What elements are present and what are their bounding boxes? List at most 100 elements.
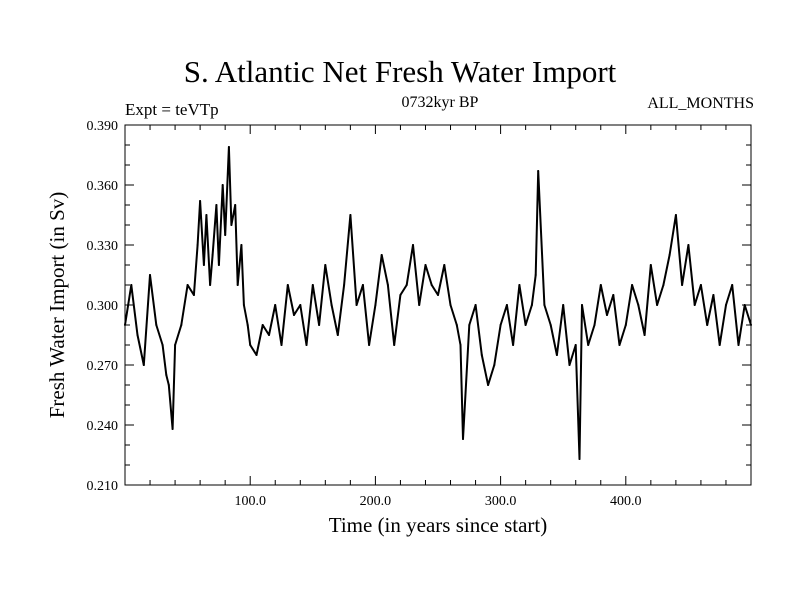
data-point <box>437 294 439 296</box>
data-point <box>386 284 389 286</box>
data-point <box>612 294 615 296</box>
data-point <box>662 284 665 286</box>
data-point <box>530 304 533 306</box>
data-point <box>280 344 283 346</box>
y-tick-label: 0.210 <box>87 479 119 494</box>
data-point <box>418 304 421 306</box>
data-point <box>624 324 627 326</box>
data-point <box>180 324 183 326</box>
data-point <box>737 344 740 346</box>
data-point <box>393 344 396 346</box>
y-tick-label: 0.270 <box>87 359 119 374</box>
data-point <box>681 284 684 286</box>
data-point <box>142 364 145 366</box>
data-point <box>643 334 646 336</box>
data-point <box>240 244 243 246</box>
data-point <box>209 284 212 286</box>
series-layer <box>124 146 752 460</box>
data-point <box>587 344 590 346</box>
data-point <box>649 264 652 266</box>
data-point <box>227 146 230 148</box>
data-point <box>355 304 358 306</box>
data-point <box>656 304 659 306</box>
data-point <box>167 384 170 386</box>
y-tick-label: 0.300 <box>87 299 119 314</box>
data-point <box>368 344 371 346</box>
data-point <box>149 274 151 276</box>
data-point <box>618 344 621 346</box>
data-point <box>130 284 133 286</box>
data-point <box>211 254 214 256</box>
plot-frame <box>124 124 752 486</box>
y-tick-label: 0.330 <box>87 239 119 254</box>
data-point <box>574 344 577 346</box>
y-axis-title: Fresh Water Import (in Sv) <box>45 192 69 419</box>
y-tick-label: 0.390 <box>87 119 119 134</box>
data-point <box>268 334 270 336</box>
y-tick-label: 0.240 <box>87 419 119 434</box>
data-point <box>455 324 458 326</box>
data-point <box>399 294 402 296</box>
data-point <box>731 284 734 286</box>
data-point <box>493 364 496 366</box>
data-point <box>374 304 377 306</box>
data-point <box>174 344 177 346</box>
chart-title: S. Atlantic Net Fresh Water Import <box>183 54 617 89</box>
x-tick-label: 300.0 <box>485 494 517 509</box>
months-label: ALL_MONTHS <box>647 95 754 112</box>
data-point <box>412 244 414 246</box>
data-point <box>380 254 383 256</box>
data-point <box>336 334 339 336</box>
data-point <box>215 204 218 206</box>
data-point <box>192 294 195 296</box>
data-point <box>543 304 546 306</box>
data-point <box>743 304 746 306</box>
data-point <box>361 284 364 286</box>
data-point <box>562 304 565 306</box>
data-point <box>299 304 302 306</box>
data-point <box>468 324 471 326</box>
data-point <box>224 234 227 236</box>
data-point <box>286 284 289 286</box>
data-point <box>202 264 205 266</box>
data-point <box>217 264 220 266</box>
data-point <box>725 304 727 306</box>
data-point <box>424 264 427 266</box>
data-point <box>693 304 696 306</box>
data-point <box>186 284 189 286</box>
data-point <box>205 214 208 216</box>
data-point <box>518 284 521 286</box>
data-point <box>246 324 249 326</box>
data-point <box>599 284 602 286</box>
data-point <box>261 324 264 326</box>
data-point <box>712 294 715 296</box>
data-point <box>480 354 483 356</box>
ticks-layer <box>125 124 751 486</box>
data-point <box>499 324 502 326</box>
data-point <box>687 244 690 246</box>
data-point <box>537 170 540 172</box>
data-point <box>549 324 552 326</box>
x-axis-title: Time (in years since start) <box>329 513 548 537</box>
data-point <box>462 438 464 440</box>
data-point <box>668 254 671 256</box>
data-point <box>343 284 346 286</box>
data-point <box>706 324 709 326</box>
data-point <box>255 354 258 356</box>
data-point <box>593 324 596 326</box>
data-point <box>443 264 446 266</box>
data-point <box>242 304 245 306</box>
data-point <box>236 284 239 286</box>
data-point <box>155 324 158 326</box>
data-point <box>196 244 199 246</box>
data-point <box>487 384 490 386</box>
data-point <box>161 344 164 346</box>
data-point <box>249 344 252 346</box>
data-point <box>637 304 640 306</box>
data-point <box>474 304 477 306</box>
data-point <box>318 324 321 326</box>
data-point <box>578 458 581 460</box>
x-tick-label: 400.0 <box>610 494 642 509</box>
data-point <box>405 284 408 286</box>
data-point <box>524 324 527 326</box>
